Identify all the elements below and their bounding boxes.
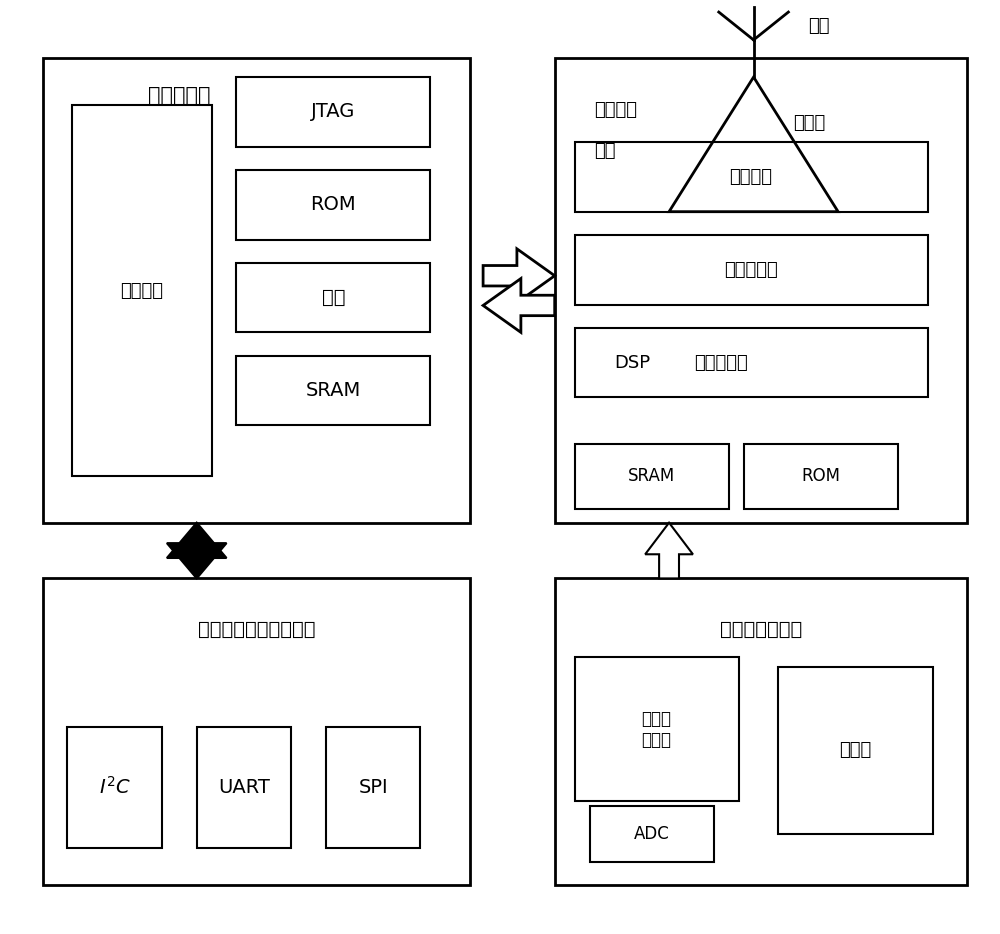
Text: 主控制模块: 主控制模块 (148, 86, 211, 106)
Bar (236, 356, 430, 425)
Bar (575, 328, 928, 397)
Polygon shape (167, 544, 227, 578)
Text: 天线: 天线 (808, 17, 830, 35)
Bar (778, 667, 933, 834)
Bar (72, 105, 212, 476)
Text: 协控制器: 协控制器 (730, 168, 773, 186)
Text: ROM: ROM (311, 195, 356, 214)
Bar (590, 806, 714, 861)
Polygon shape (483, 278, 555, 333)
Bar (236, 262, 430, 333)
Bar (67, 727, 162, 848)
Text: 主控制器: 主控制器 (120, 281, 164, 300)
Text: SPI: SPI (358, 778, 388, 797)
Polygon shape (483, 248, 555, 303)
Text: 闪存: 闪存 (322, 288, 345, 307)
Text: 比较器: 比较器 (839, 742, 872, 759)
Bar (575, 142, 928, 212)
Bar (555, 59, 967, 523)
Text: 传感器接口模块: 传感器接口模块 (720, 620, 802, 639)
Text: SRAM: SRAM (306, 381, 361, 400)
Text: 数字锁相环: 数字锁相环 (724, 261, 778, 278)
Bar (236, 170, 430, 239)
Text: SRAM: SRAM (628, 467, 675, 486)
Polygon shape (167, 523, 227, 558)
Bar (236, 77, 430, 147)
Text: 放大器: 放大器 (793, 115, 826, 133)
Bar (555, 578, 967, 884)
Text: 调制解调器: 调制解调器 (694, 354, 748, 372)
Text: 模块: 模块 (594, 142, 616, 161)
Text: UART: UART (218, 778, 270, 797)
Text: JTAG: JTAG (311, 103, 356, 121)
Text: 通用外围设备接口模块: 通用外围设备接口模块 (198, 620, 315, 639)
Text: 射频核心: 射频核心 (594, 101, 637, 119)
Bar (197, 727, 291, 848)
Bar (575, 444, 729, 509)
Text: 传感器
控制器: 传感器 控制器 (642, 710, 672, 749)
Bar (744, 444, 898, 509)
Text: ROM: ROM (801, 467, 840, 486)
Bar (575, 658, 739, 801)
Text: DSP: DSP (614, 354, 650, 372)
Bar (43, 59, 470, 523)
Text: ADC: ADC (634, 825, 670, 842)
Bar (43, 578, 470, 884)
Text: $I^2C$: $I^2C$ (99, 776, 131, 799)
Bar (326, 727, 420, 848)
Bar (575, 234, 928, 304)
Polygon shape (645, 523, 693, 578)
